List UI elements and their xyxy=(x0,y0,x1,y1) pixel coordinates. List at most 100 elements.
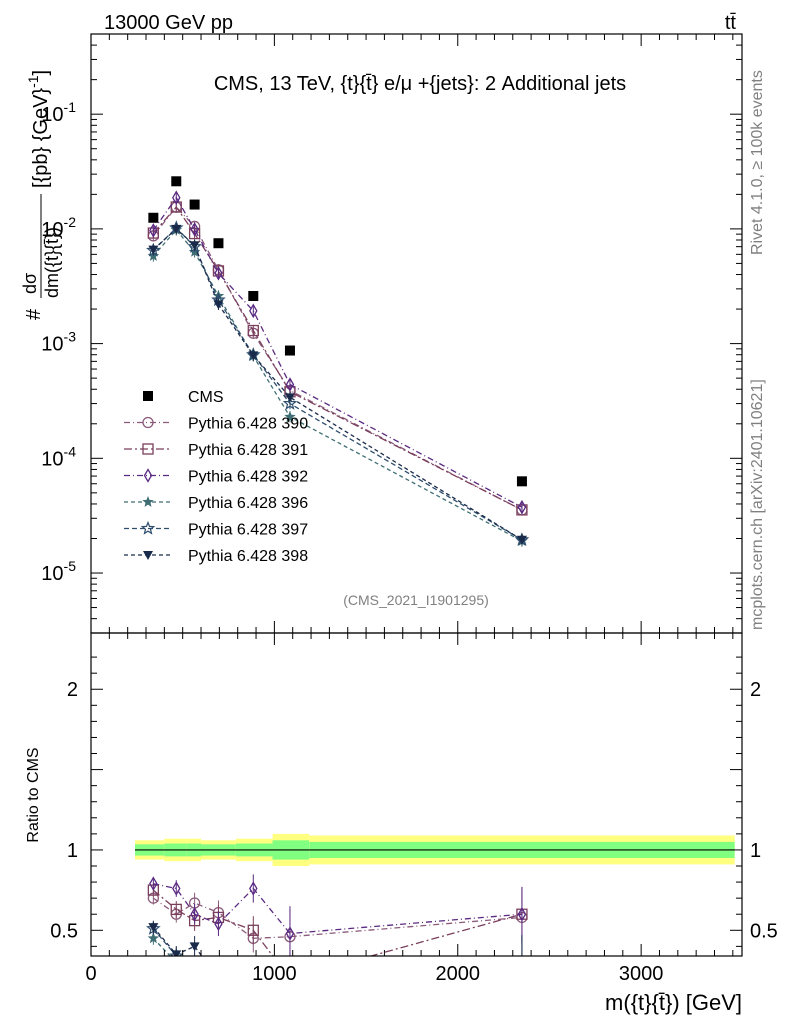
marker-shape xyxy=(517,958,527,967)
upper-y-axis-label: # dσ dm({t}{t̄}) [{pb} {GeV}-1] xyxy=(20,70,62,320)
marker-shape xyxy=(147,932,160,944)
ratio-point-s398 xyxy=(285,999,295,1008)
lower-y-ticks: 0.5 0.5 1 1 2 2 xyxy=(50,656,778,947)
marker-shape xyxy=(521,954,523,956)
marker-shape xyxy=(213,300,224,310)
ratio-point-s397 xyxy=(248,985,259,996)
x-axis-label: m({t}{t̄}) [GeV] xyxy=(605,990,742,1015)
marker-shape xyxy=(172,881,181,896)
legend-item-s391: Pythia 6.428 391 xyxy=(124,442,308,459)
ratio-point-s392 xyxy=(149,876,158,891)
series-line-s392 xyxy=(152,196,523,508)
upper-panel: CMS, 13 TeV, {t}{t̄} e/μ +{jets}: 2 Addi… xyxy=(20,33,743,634)
marker-shape xyxy=(248,290,259,301)
marker-shape xyxy=(172,190,181,205)
series-s392 xyxy=(149,190,527,515)
ratio-point-s398 xyxy=(171,950,182,956)
marker-shape xyxy=(140,520,156,535)
ratio-y-tick-label-right: 2 xyxy=(750,679,761,701)
marker-shape xyxy=(143,391,153,401)
point-s392 xyxy=(285,377,295,392)
upper-data xyxy=(146,176,530,547)
ratio-series-s398 xyxy=(148,920,527,1008)
marker-shape xyxy=(248,351,259,361)
marker-shape xyxy=(248,987,258,996)
legend-label: Pythia 6.428 390 xyxy=(188,416,308,433)
marker-shape xyxy=(249,881,258,896)
marker-shape xyxy=(142,416,154,429)
point-s392 xyxy=(149,223,158,238)
marker-shape xyxy=(284,393,295,403)
x-tick-label: 3000 xyxy=(619,963,664,985)
marker-shape xyxy=(213,981,225,992)
legend-item-s392: Pythia 6.428 392 xyxy=(124,468,308,486)
source-label: mcplots.cern.ch [arXiv:2401.10621] xyxy=(749,379,766,630)
marker-shape xyxy=(142,443,154,455)
point-cms xyxy=(213,238,224,249)
ratio-line-s392 xyxy=(153,883,522,935)
series-line-s397 xyxy=(152,226,523,541)
ylabel-numerator: dσ xyxy=(20,273,40,294)
ratio-point-s397 xyxy=(213,976,225,987)
legend-marker xyxy=(140,520,156,535)
legend-label: Pythia 6.428 391 xyxy=(188,442,308,459)
marker-shape xyxy=(516,476,527,487)
marker-shape xyxy=(248,985,259,996)
legend-item-s390: Pythia 6.428 390 xyxy=(124,416,308,433)
point-s398 xyxy=(284,393,295,403)
marker-shape xyxy=(190,222,199,237)
marker-shape xyxy=(517,499,527,515)
ratio-point-s392 xyxy=(214,916,223,932)
ratio-point-s391 xyxy=(247,924,259,936)
legend: CMS Pythia 6.428 390 Pythia 6.428 391 Pythi… xyxy=(124,389,308,565)
marker-shape xyxy=(214,916,223,932)
y-tick-label: 10-4 xyxy=(41,443,76,470)
marker-shape xyxy=(171,224,182,234)
point-s398 xyxy=(189,241,200,251)
ratio-point-s397 xyxy=(189,965,200,976)
legend-item-s398: Pythia 6.428 398 xyxy=(124,548,308,565)
point-cms xyxy=(189,199,200,210)
marker-shape xyxy=(282,395,298,410)
ratio-y-tick-label: 0.5 xyxy=(50,920,78,942)
ratio-band xyxy=(135,833,735,867)
series-line-s390 xyxy=(152,206,523,511)
series-s398 xyxy=(148,223,527,546)
ratio-point-s398 xyxy=(189,942,200,952)
marker-shape xyxy=(247,324,259,337)
ratio-point-s396 xyxy=(248,989,259,1000)
marker-shape xyxy=(285,999,295,1008)
ratio-y-tick-label-right: 0.5 xyxy=(750,920,778,942)
marker-shape xyxy=(148,923,159,933)
ratio-point-s392 xyxy=(517,906,527,922)
marker-shape xyxy=(148,245,159,255)
marker-shape xyxy=(213,976,225,987)
ratio-point-s396 xyxy=(284,997,295,1008)
ratio-point-s396 xyxy=(189,973,200,984)
svg-text:#: # xyxy=(23,308,45,320)
legend-label: Pythia 6.428 392 xyxy=(188,469,308,486)
point-s398 xyxy=(248,351,259,361)
x-ticks: 0 1000 2000 3000 xyxy=(85,34,734,985)
marker-shape xyxy=(143,551,153,560)
point-cms xyxy=(284,345,295,356)
ratio-point-s398 xyxy=(248,987,258,996)
marker-shape xyxy=(249,303,258,319)
ratio-point-s397 xyxy=(169,948,184,956)
ratio-point-s391 xyxy=(170,903,182,916)
point-s396 xyxy=(284,410,296,422)
point-s392 xyxy=(214,266,223,281)
ratio-point-s392 xyxy=(249,881,258,896)
point-s398 xyxy=(171,224,182,234)
ratio-point-s396 xyxy=(171,956,182,967)
point-cms xyxy=(516,476,527,487)
legend-marker xyxy=(142,416,154,429)
point-s392 xyxy=(517,499,527,515)
legend-item-s397: Pythia 6.428 397 xyxy=(124,520,308,539)
legend-item-cms: CMS xyxy=(143,389,224,406)
marker-shape xyxy=(190,906,199,922)
ratio-point-s398 xyxy=(517,958,527,967)
marker-shape xyxy=(170,903,182,916)
point-cms xyxy=(248,290,259,301)
y-tick-label: 10-5 xyxy=(41,558,76,585)
